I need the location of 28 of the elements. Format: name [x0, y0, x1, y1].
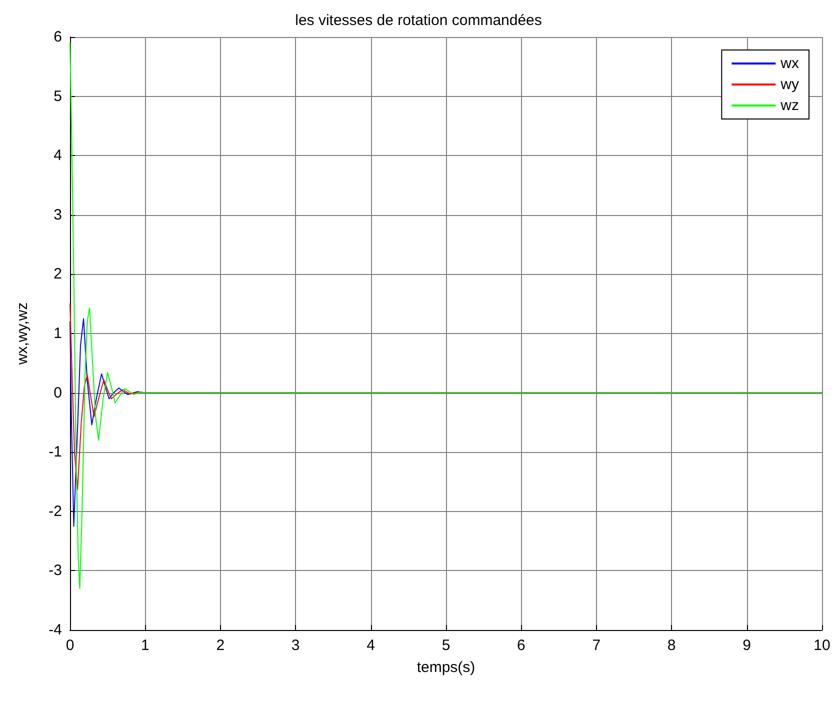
- legend-label: wy: [780, 76, 800, 93]
- x-tick-label: 1: [141, 637, 150, 654]
- x-tick-label: 6: [517, 637, 526, 654]
- x-tick-label: 4: [366, 637, 375, 654]
- x-axis-title: temps(s): [416, 659, 476, 676]
- x-tick-label: 10: [814, 637, 830, 654]
- y-tick-label: 2: [54, 266, 62, 283]
- y-tick-label: -1: [48, 444, 62, 461]
- y-axis-title: wx,wy,wz: [14, 302, 31, 366]
- y-tick-label: -2: [48, 502, 62, 520]
- y-tick-label: 6: [54, 28, 62, 46]
- y-tick-label: 0: [54, 384, 62, 402]
- x-tick-label: 8: [667, 637, 676, 654]
- y-tick-label: 3: [54, 206, 62, 224]
- x-tick-label: 0: [66, 637, 74, 654]
- legend-label: wz: [780, 97, 800, 114]
- y-tick-label: -4: [48, 622, 62, 638]
- x-tick-label: 2: [216, 637, 225, 654]
- y-tick-label: 1: [54, 325, 62, 342]
- x-tick-label: 9: [742, 637, 751, 654]
- x-tick-label: 5: [442, 637, 450, 654]
- y-tick-label: 5: [54, 88, 62, 105]
- chart-title: les vitesses de rotation commandées: [295, 12, 542, 29]
- y-tick-label: 4: [54, 147, 62, 164]
- y-tick-label: -3: [48, 562, 62, 580]
- x-tick-label: 3: [291, 637, 300, 654]
- legend-label: wx: [780, 55, 800, 72]
- x-tick-label: 7: [592, 637, 601, 654]
